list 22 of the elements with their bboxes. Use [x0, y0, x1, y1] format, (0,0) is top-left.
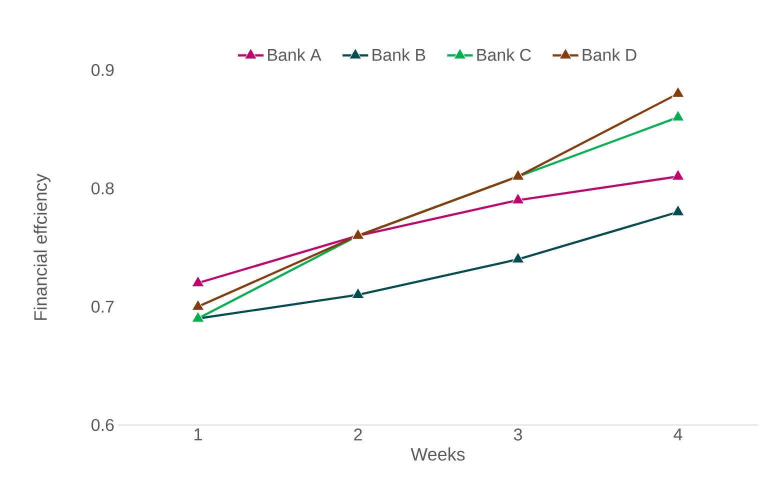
- point: [512, 252, 524, 264]
- x-tick-label: 3: [514, 428, 522, 441]
- y-tick-label: 0.7: [92, 300, 114, 313]
- x-axis-title: Weeks: [410, 447, 465, 461]
- legend-label: Bank D: [582, 48, 636, 61]
- y-tick-label: 0.8: [92, 182, 114, 194]
- y-axis-title: Financial effciency: [34, 174, 50, 320]
- legend-label: Bank A: [268, 48, 322, 61]
- point: [192, 299, 204, 310]
- y-tick-label: 0.9: [92, 64, 114, 76]
- point: [672, 169, 684, 180]
- x-tick-label: 2: [354, 428, 362, 440]
- point: [672, 204, 684, 216]
- point: [512, 192, 524, 204]
- legend-label: Bank C: [477, 48, 531, 61]
- legend-label: Bank B: [372, 48, 426, 61]
- y-tick-label: 0.6: [92, 418, 114, 432]
- point: [352, 288, 364, 299]
- point: [672, 86, 684, 98]
- point: [192, 276, 204, 287]
- x-tick-label: 4: [674, 428, 682, 440]
- x-tick-label: 1: [194, 428, 202, 440]
